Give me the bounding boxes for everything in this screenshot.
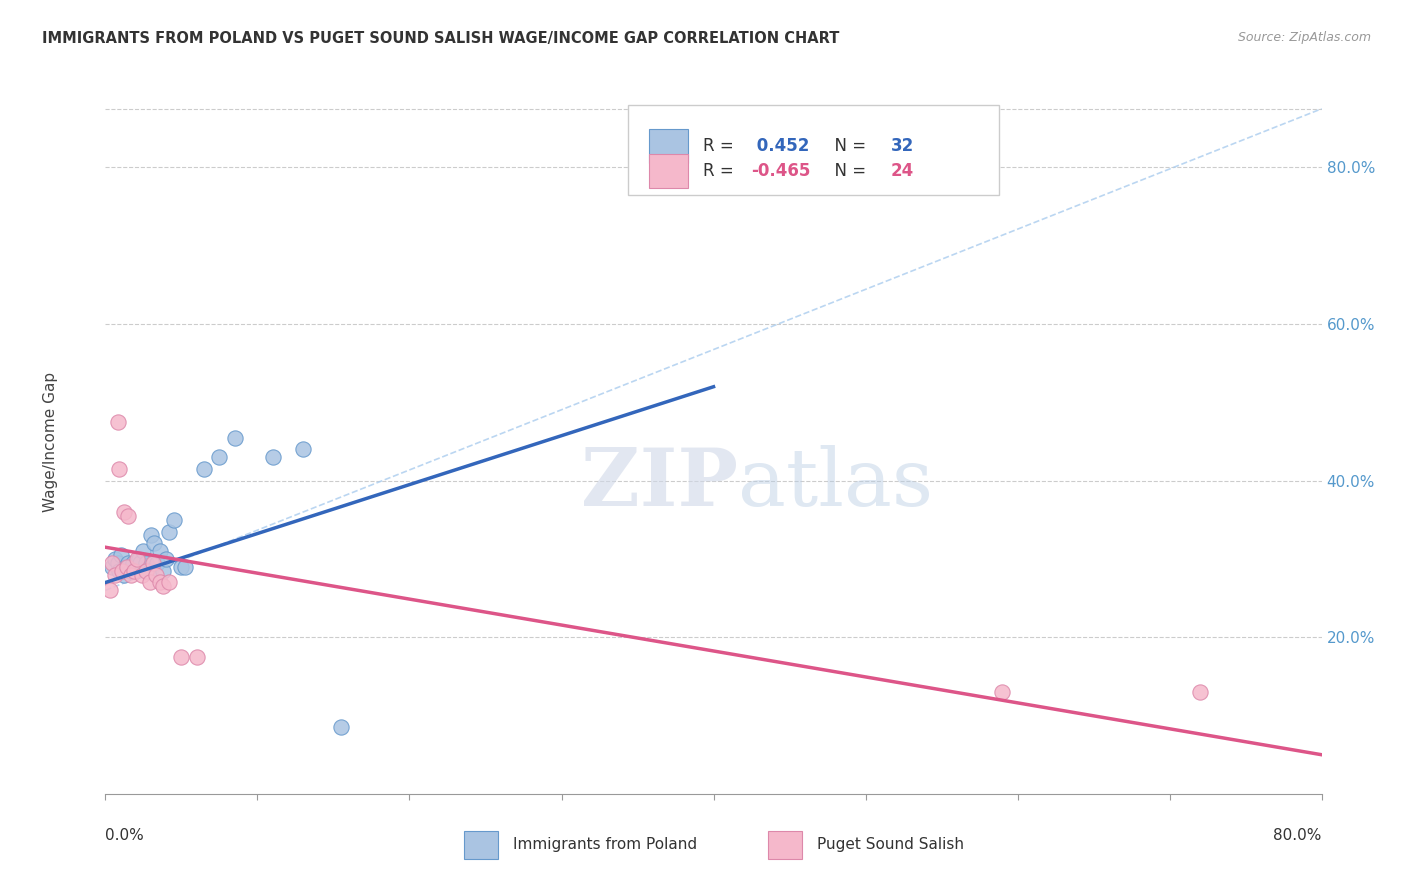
Text: 0.0%: 0.0%	[105, 828, 145, 843]
Text: atlas: atlas	[738, 445, 934, 523]
Text: Wage/Income Gap: Wage/Income Gap	[44, 371, 58, 512]
Text: Immigrants from Poland: Immigrants from Poland	[513, 837, 697, 852]
Text: 32: 32	[891, 136, 914, 154]
Text: ZIP: ZIP	[581, 445, 738, 523]
Text: Puget Sound Salish: Puget Sound Salish	[817, 837, 965, 852]
Text: R =: R =	[703, 161, 738, 179]
Text: 24: 24	[891, 161, 914, 179]
Text: R =: R =	[703, 136, 738, 154]
Bar	[650, 153, 688, 187]
Text: 0.452: 0.452	[751, 136, 810, 154]
Text: N =: N =	[824, 161, 872, 179]
Text: IMMIGRANTS FROM POLAND VS PUGET SOUND SALISH WAGE/INCOME GAP CORRELATION CHART: IMMIGRANTS FROM POLAND VS PUGET SOUND SA…	[42, 31, 839, 46]
Text: 80.0%: 80.0%	[1274, 828, 1322, 843]
Text: -0.465: -0.465	[751, 161, 811, 179]
Text: N =: N =	[824, 136, 872, 154]
Bar	[464, 830, 498, 859]
Bar	[650, 128, 688, 162]
FancyBboxPatch shape	[628, 104, 1000, 194]
Bar	[768, 830, 803, 859]
Text: Source: ZipAtlas.com: Source: ZipAtlas.com	[1237, 31, 1371, 45]
